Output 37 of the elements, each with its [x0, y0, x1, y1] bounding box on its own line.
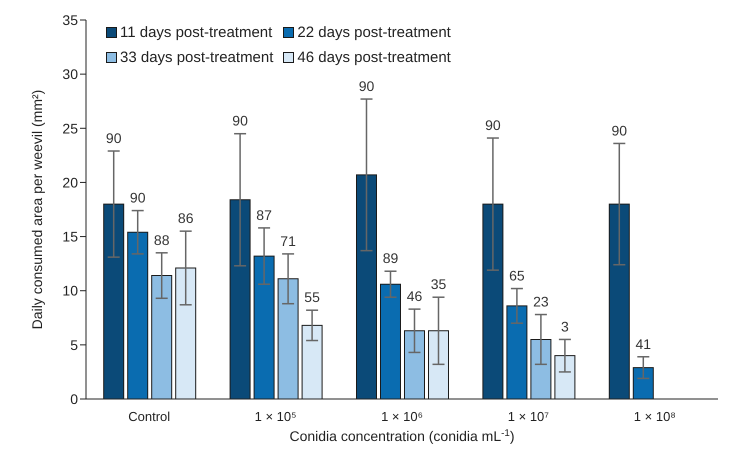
annotation: 35 [430, 276, 446, 292]
legend-label: 46 days post-treatment [297, 49, 451, 66]
annotation: 71 [280, 232, 296, 249]
y-axis-title: Daily consumed area per weevil (mm²) [29, 90, 45, 330]
x-tick-label: 1 × 10⁸ [634, 409, 676, 424]
annotation: 41 [636, 336, 652, 352]
y-tick-label: 35 [62, 12, 78, 28]
annotation: 87 [256, 206, 272, 223]
x-tick-label: Control [128, 409, 170, 424]
annotation: 23 [533, 294, 549, 310]
x-axis-title: Conidia concentration (conidia mL$^{-1}$) [289, 428, 515, 444]
annotation: 86 [178, 210, 194, 226]
annotation: 90 [485, 117, 501, 134]
annotation: 90 [130, 190, 146, 206]
x-tick-label: 1 × 10⁷ [508, 409, 550, 424]
y-tick-label: 30 [62, 66, 78, 82]
y-tick-label: 0 [70, 390, 78, 407]
y-tick-label: 5 [70, 336, 78, 353]
y-tick-label: 20 [62, 174, 78, 190]
x-tick-label: 1 × 10⁶ [381, 409, 423, 424]
x-tick-label: 1 × 10⁵ [254, 409, 297, 424]
legend-label: 22 days post-treatment [297, 24, 451, 41]
annotation: 90 [612, 122, 628, 138]
y-tick-label: 25 [62, 120, 78, 136]
annotation: 88 [154, 232, 170, 248]
annotation: 46 [406, 288, 422, 304]
annotation: 90 [106, 130, 122, 146]
annotation: 55 [304, 289, 320, 306]
legend-label: 11 days post-treatment [120, 24, 272, 41]
annotation: 89 [382, 250, 398, 266]
y-tick-label: 15 [62, 228, 78, 245]
annotation: 3 [561, 318, 569, 334]
y-tick-label: 10 [62, 282, 78, 299]
annotation: 65 [509, 268, 525, 284]
annotation: 90 [232, 112, 248, 129]
annotation: 90 [358, 78, 374, 94]
legend-label: 33 days post-treatment [120, 49, 274, 66]
